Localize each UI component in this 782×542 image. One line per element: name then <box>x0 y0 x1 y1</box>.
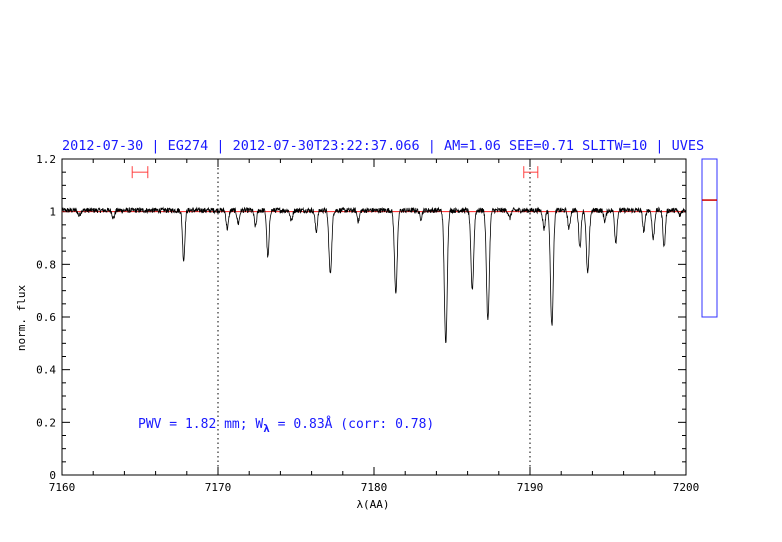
y-tick-label: 0.2 <box>36 416 56 429</box>
continuum-window <box>523 166 539 179</box>
y-tick-label: 0 <box>49 469 56 482</box>
x-tick-label: 7190 <box>517 481 544 494</box>
x-tick-label: 7160 <box>49 481 76 494</box>
pwv-annotation-suffix: = 0.83Å (corr: 0.78) <box>270 416 434 432</box>
side-panel <box>701 158 718 318</box>
pwv-annotation-prefix: PWV = 1.82 mm; W <box>138 417 263 432</box>
y-tick-label: 1.2 <box>36 153 56 166</box>
y-tick-label: 0.6 <box>36 311 56 324</box>
side-panel-box <box>701 158 718 318</box>
y-tick-label: 0.4 <box>36 364 56 377</box>
x-tick-label: 7180 <box>361 481 388 494</box>
axis-ticks <box>61 158 687 476</box>
y-axis-label: norm. flux <box>15 285 28 352</box>
flux-line <box>61 206 687 344</box>
pwv-annotation-subscript: λ <box>263 422 270 435</box>
y-tick-label: 1 <box>49 206 56 219</box>
continuum-window <box>131 166 149 179</box>
reference-lines <box>217 159 531 475</box>
continuum-window-markers <box>131 166 539 179</box>
y-tick-label: 0.8 <box>36 258 56 271</box>
plot-title: 2012-07-30 | EG274 | 2012-07-30T23:22:37… <box>62 138 704 154</box>
x-tick-label: 7200 <box>673 481 700 494</box>
x-tick-label: 7170 <box>205 481 232 494</box>
x-axis-label: λ(AA) <box>356 498 389 511</box>
axis-tick-labels: 7160 7170 7180 7190 7200 0 0.2 0.4 0.6 0.8 1 1.2 <box>36 153 699 494</box>
spectrum-series <box>61 206 687 344</box>
pwv-annotation: PWV = 1.82 mm; Wλ = 0.83Å (corr: 0.78) <box>138 416 434 435</box>
